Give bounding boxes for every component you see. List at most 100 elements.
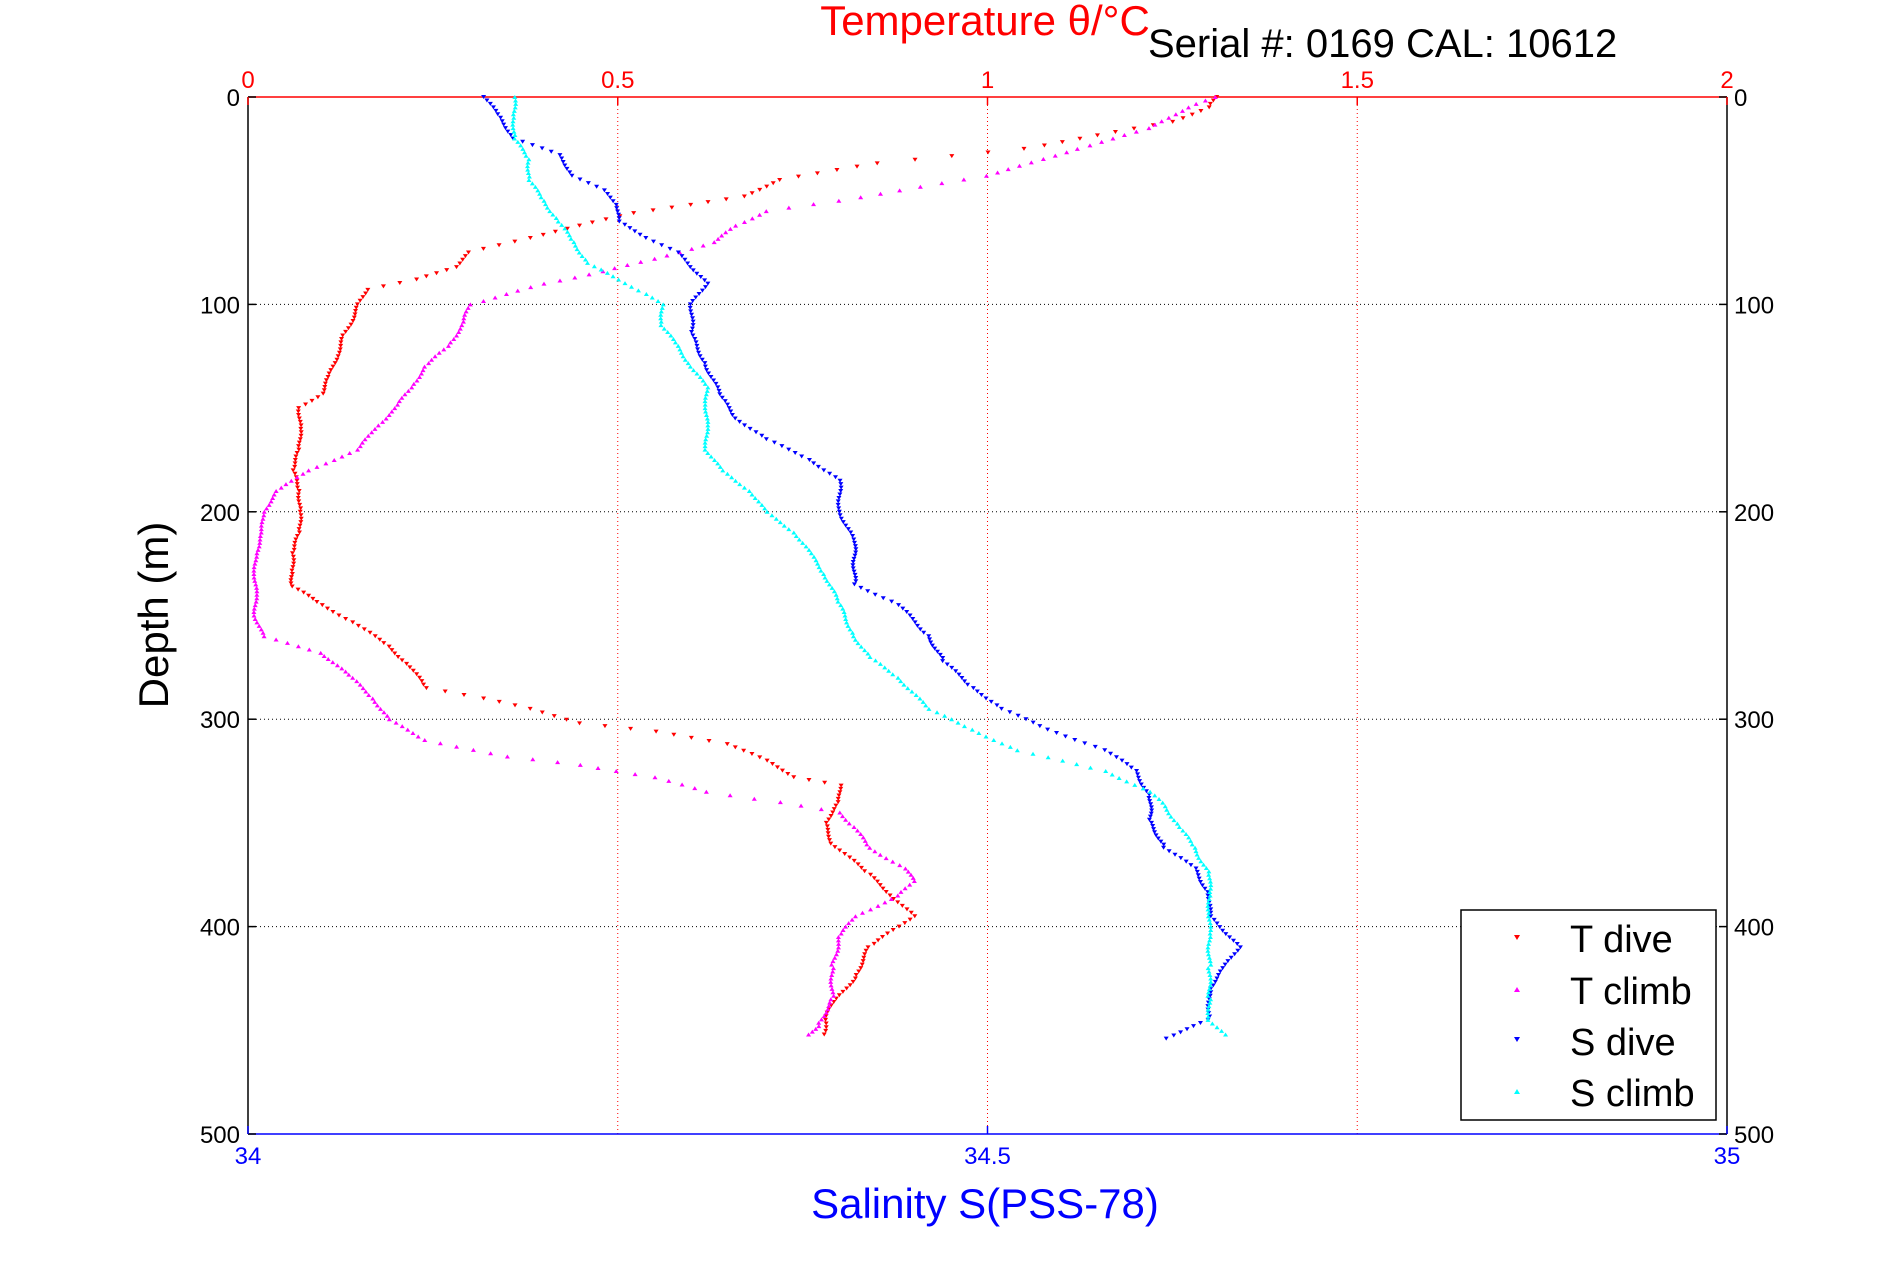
data-point xyxy=(901,682,907,687)
data-point xyxy=(338,343,344,348)
data-point xyxy=(836,793,842,798)
data-point xyxy=(692,336,698,341)
data-point xyxy=(353,309,359,314)
data-point xyxy=(818,568,824,573)
data-point xyxy=(690,319,696,324)
data-point xyxy=(501,122,507,127)
data-point xyxy=(1087,765,1093,770)
data-point xyxy=(251,568,257,573)
data-point xyxy=(538,195,544,200)
data-point xyxy=(515,288,521,293)
data-point xyxy=(251,565,257,570)
data-point xyxy=(1168,814,1174,819)
data-point xyxy=(905,869,911,874)
data-point xyxy=(298,520,304,525)
data-point xyxy=(537,191,543,196)
data-point xyxy=(1193,849,1199,854)
data-point xyxy=(421,682,427,687)
data-point xyxy=(577,223,583,228)
data-point xyxy=(969,727,975,732)
data-point xyxy=(703,392,709,397)
data-point xyxy=(693,340,699,345)
data-point xyxy=(1121,133,1127,138)
data-point xyxy=(381,710,387,715)
data-point xyxy=(589,220,595,225)
data-point xyxy=(834,596,840,601)
data-point xyxy=(1152,830,1158,835)
data-point xyxy=(386,644,392,649)
data-point xyxy=(853,576,859,581)
data-point xyxy=(702,444,708,449)
data-point xyxy=(863,948,869,953)
data-point xyxy=(929,643,935,648)
data-point xyxy=(607,195,613,200)
data-point xyxy=(895,893,901,898)
data-point xyxy=(1045,727,1051,732)
data-point xyxy=(703,789,709,794)
data-point xyxy=(1146,817,1152,822)
data-point xyxy=(610,274,616,279)
data-point xyxy=(1205,945,1211,950)
data-point xyxy=(520,146,526,151)
data-point xyxy=(1072,737,1078,742)
data-point xyxy=(699,288,705,293)
data-point xyxy=(298,430,304,435)
data-point xyxy=(1207,934,1213,939)
data-point xyxy=(1217,969,1223,974)
data-point xyxy=(882,665,888,670)
data-point xyxy=(1208,979,1214,984)
data-point xyxy=(1197,880,1203,885)
data-point xyxy=(393,720,399,725)
data-point xyxy=(835,945,841,950)
data-point xyxy=(926,706,932,711)
data-point xyxy=(568,236,574,241)
data-point xyxy=(616,216,622,221)
data-point xyxy=(737,482,743,487)
data-point xyxy=(702,447,708,452)
data-point xyxy=(288,575,294,580)
data-point xyxy=(949,717,955,722)
data-point xyxy=(1015,713,1021,718)
data-point xyxy=(1161,842,1167,847)
data-point xyxy=(723,197,729,202)
depth-tick-label-right: 300 xyxy=(1734,707,1774,734)
data-point xyxy=(457,261,463,266)
data-point xyxy=(292,471,298,476)
data-point xyxy=(905,686,911,691)
data-point xyxy=(895,675,901,680)
data-point xyxy=(1194,869,1200,874)
data-point xyxy=(369,430,375,435)
data-point xyxy=(1206,896,1212,901)
data-point xyxy=(795,174,801,179)
data-point xyxy=(661,326,667,331)
data-point xyxy=(445,343,451,348)
data-point xyxy=(493,108,499,113)
data-point xyxy=(828,976,834,981)
data-point xyxy=(436,350,442,355)
data-point xyxy=(1207,1000,1213,1005)
data-point xyxy=(490,105,496,110)
data-point xyxy=(1059,140,1065,145)
data-point xyxy=(650,208,656,213)
data-point xyxy=(345,326,351,331)
data-point xyxy=(687,265,693,270)
data-point xyxy=(877,191,883,196)
data-point xyxy=(253,599,259,604)
data-point xyxy=(585,181,591,186)
data-point xyxy=(365,287,371,292)
data-point xyxy=(325,657,331,662)
data-point xyxy=(314,600,320,605)
data-point xyxy=(354,302,360,307)
data-point xyxy=(295,587,301,592)
data-point xyxy=(444,268,450,273)
data-point xyxy=(830,810,836,815)
data-point xyxy=(1110,136,1116,141)
data-point xyxy=(437,741,443,746)
data-point xyxy=(815,464,821,469)
data-point xyxy=(1209,1021,1215,1026)
data-point xyxy=(268,499,274,504)
data-point xyxy=(899,903,905,908)
data-point xyxy=(729,475,735,480)
data-point xyxy=(1237,945,1243,950)
data-point xyxy=(837,810,843,815)
